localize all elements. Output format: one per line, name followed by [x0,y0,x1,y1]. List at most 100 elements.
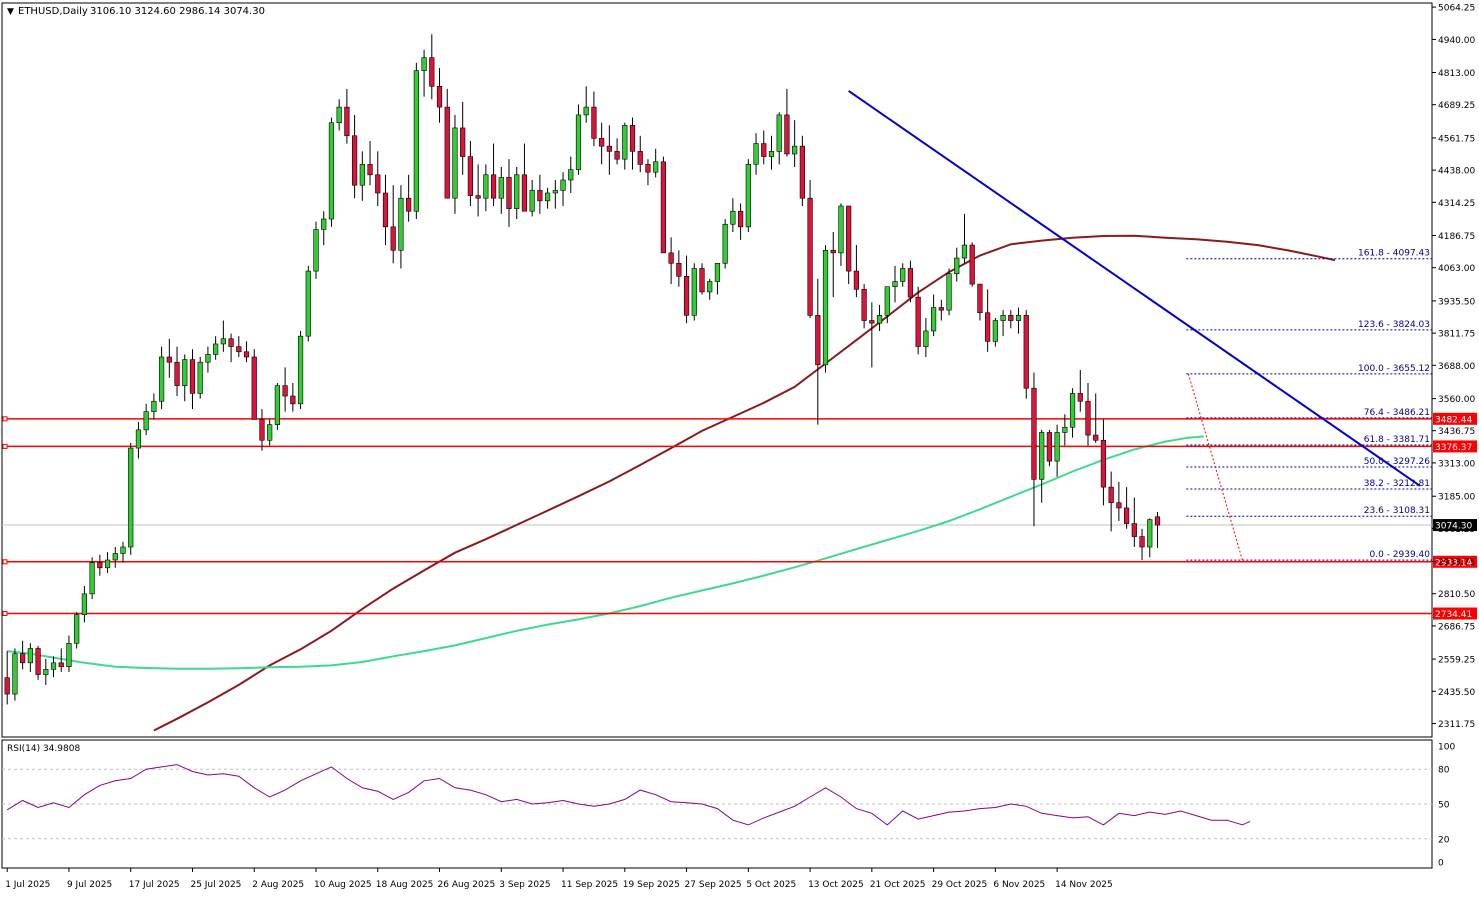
bear-candle [1100,439,1107,488]
bull-candle [653,161,659,173]
bear-candle [1124,507,1130,524]
collapse-triangle-icon[interactable]: ▼ [7,7,14,17]
bull-candle [398,197,404,251]
bull-candle [305,270,311,337]
price-axis: 5064.25 4940.00 4813.00 4689.25 4561.75 4438.… [1432,4,1477,730]
bear-candle [406,197,412,212]
rsi-tick-label: 100 [1438,743,1455,753]
bull-candle [552,190,558,194]
fib-level-label: 76.4 - 3486.21 [1364,408,1430,418]
time-tick-label: 13 Oct 2025 [808,880,864,890]
bull-candle [514,174,520,209]
time-axis: 1 Jul 2025 9 Jul 2025 17 Jul 2025 25 Jul 20… [5,868,1113,890]
bear-candle [259,419,265,441]
level-price-label: 3482.44 [1435,415,1472,425]
bear-candle [846,205,852,272]
bear-candle [1077,393,1083,402]
time-tick-label: 26 Aug 2025 [438,880,496,890]
bear-candle [815,315,821,366]
bull-candle [27,648,33,664]
level-handle [2,611,8,617]
price-tick-label: 2311.75 [1438,720,1475,730]
bull-candle [900,268,906,282]
bear-candle [861,289,867,321]
bear-candle [460,127,466,157]
price-tick-label: 4063.00 [1438,264,1475,274]
price-tick-label: 4438.00 [1438,167,1475,177]
bear-candle [429,57,435,87]
bull-candle [954,257,960,274]
bull-candle [267,424,273,441]
bull-candle [151,400,157,412]
current-price-label: 3074.30 [1435,522,1472,532]
bear-candle [645,164,651,173]
bear-candle [1008,315,1014,321]
bull-candle [1069,393,1076,428]
time-tick-label: 29 Oct 2025 [932,880,988,890]
bear-candle [390,226,396,251]
bear-candle [591,106,597,139]
bear-candle [243,351,250,358]
price-tick-label: 4689.25 [1438,101,1475,111]
bear-candle [251,356,257,420]
bear-candle [1139,536,1145,548]
bull-candle [182,359,188,386]
bull-candle [714,262,721,282]
time-tick-label: 11 Sep 2025 [561,880,618,890]
time-tick-label: 14 Nov 2025 [1055,880,1113,890]
time-tick-label: 21 Oct 2025 [870,880,926,890]
ohlc-values: 3106.10 3124.60 2986.14 3074.30 [90,6,265,17]
bear-candle [20,653,26,664]
level-handle [2,416,8,422]
price-tick-label: 5064.25 [1438,4,1475,14]
bull-candle [876,315,883,324]
rsi-tick-label: 20 [1438,835,1450,845]
fib-swing-line [1187,373,1243,561]
bull-candle [884,286,890,316]
price-tick-label: 4813.00 [1438,69,1475,79]
bull-candle [336,106,342,124]
level-price-box [1433,440,1477,453]
time-tick-label: 19 Sep 2025 [623,880,680,890]
bear-candle [599,138,605,147]
bull-candle [792,145,798,155]
bull-candle [822,249,829,366]
bull-candle [421,57,427,71]
moving-averages [7,234,1336,732]
bull-candle [1015,315,1022,321]
bull-candle [838,205,844,254]
bear-candle [375,174,381,194]
horizontal-levels: 3482.44 3376.37 2933.14 2734.41 [2,412,1477,620]
time-tick-label: 3 Sep 2025 [499,880,550,890]
bear-candle [985,312,991,342]
time-tick-label: 9 Jul 2025 [67,880,112,890]
bull-candle [745,164,751,228]
bull-candle [622,125,628,160]
bull-candle [568,169,574,181]
bull-candle [483,174,489,199]
price-tick-label: 4186.75 [1438,232,1475,242]
bear-candle [467,156,474,196]
bear-candle [444,106,450,199]
current-price-box [1433,519,1477,532]
bear-candle [344,106,350,137]
bear-candle [282,385,288,397]
bull-candle [768,151,775,157]
bear-candle [799,145,805,199]
level-price-box [1433,412,1477,425]
price-tick-label: 4314.25 [1438,199,1475,209]
level-handle [2,443,8,449]
bull-candle [50,662,57,670]
bear-candle [629,125,636,152]
bear-candle [676,262,682,277]
bull-candle [1000,315,1006,321]
bull-candle [128,447,134,548]
bull-candle [1062,426,1068,433]
bear-candle [506,177,512,209]
fib-level-label: 123.6 - 3824.03 [1358,320,1430,330]
bull-candle [328,122,335,220]
bear-candle [668,252,674,264]
bull-candle [413,70,419,212]
bear-candle [1023,315,1029,389]
rsi-tick-label: 80 [1438,766,1450,776]
